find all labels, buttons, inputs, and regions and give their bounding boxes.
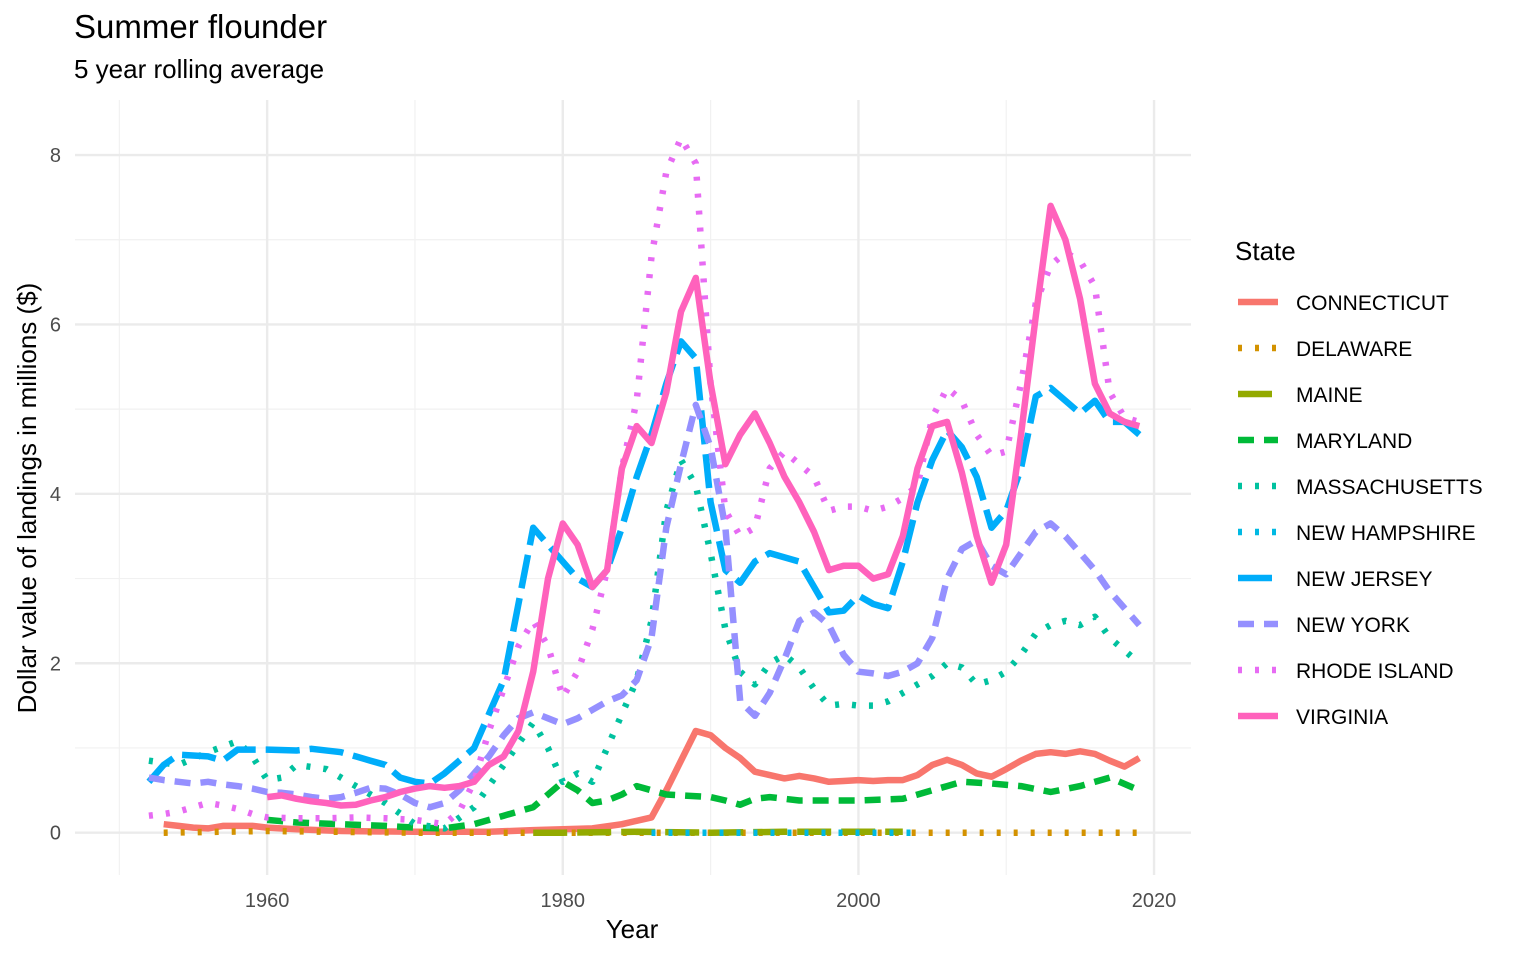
legend-label-new-hampshire: NEW HAMPSHIRE: [1296, 522, 1476, 545]
y-tick-label: 0: [50, 823, 61, 845]
axis-ticks: 1960 1980 2000 2020 0 2 4 6 8: [50, 145, 1176, 912]
y-axis-title: Dollar value of landings in millions ($): [12, 283, 42, 714]
x-tick-label: 1960: [245, 890, 290, 912]
x-tick-label: 2020: [1132, 890, 1177, 912]
x-axis-title: Year: [606, 914, 659, 944]
legend-label-virginia: VIRGINIA: [1296, 706, 1388, 729]
x-tick-label: 1980: [541, 890, 586, 912]
legend-label-rhode-island: RHODE ISLAND: [1296, 660, 1454, 683]
legend-label-maryland: MARYLAND: [1296, 430, 1412, 453]
y-tick-label: 8: [50, 145, 61, 167]
y-tick-label: 2: [50, 653, 61, 675]
legend-label-maine: MAINE: [1296, 384, 1363, 407]
series-line-maine: [533, 828, 903, 836]
y-tick-label: 6: [50, 314, 61, 336]
series-lines: [146, 134, 1142, 836]
series-line-delaware: [163, 827, 1140, 836]
y-tick-label: 4: [50, 484, 61, 506]
legend-label-new-york: NEW YORK: [1296, 614, 1410, 637]
legend-label-delaware: DELAWARE: [1296, 338, 1412, 361]
legend-label-connecticut: CONNECTICUT: [1296, 292, 1449, 315]
legend: State CONNECTICUT DELAWARE MAINE MARYLAND MA…: [1235, 236, 1483, 729]
legend-label-new-jersey: NEW JERSEY: [1296, 568, 1433, 591]
series-line-connecticut: [163, 727, 1141, 836]
chart-title: Summer flounder: [74, 8, 328, 45]
series-line-virginia: [266, 202, 1141, 809]
chart-subtitle: 5 year rolling average: [74, 54, 325, 84]
series-line-maryland: [266, 774, 1141, 832]
series-line-new-jersey: [146, 338, 1142, 787]
series-line-new-york: [148, 401, 1142, 811]
legend-title: State: [1235, 236, 1296, 266]
x-tick-label: 2000: [836, 890, 881, 912]
legend-label-massachusetts: MASSACHUSETTS: [1296, 476, 1483, 499]
series-line-rhode-island: [148, 134, 1141, 828]
